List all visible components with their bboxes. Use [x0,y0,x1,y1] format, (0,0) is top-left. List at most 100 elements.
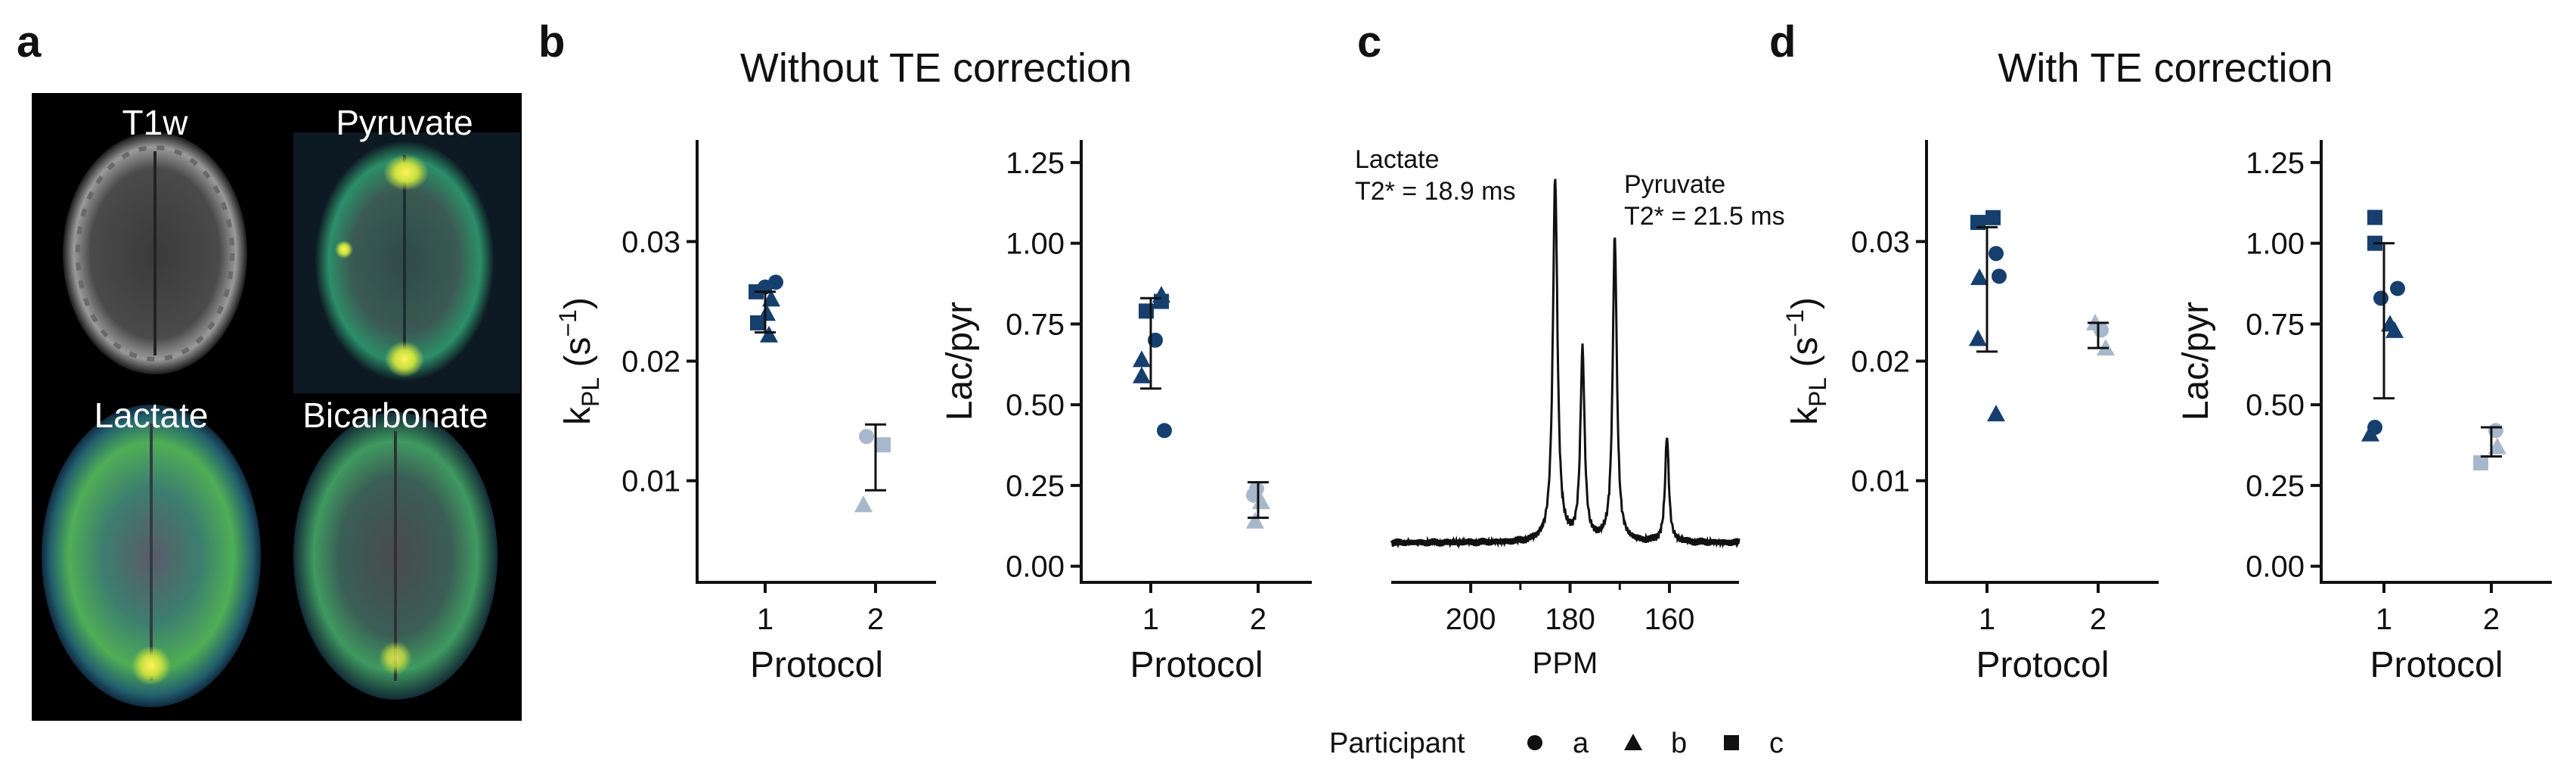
chart-b-lacpyr: 0.00 0.25 0.50 0.75 1.00 1.25 1 2 Protocol Lac/py… [940,140,1312,685]
y-tick-label: 0.50 [1006,389,1065,422]
y-tick-label: 0.03 [622,225,680,259]
error-bar [1976,225,1998,353]
data-point [1154,293,1169,309]
y-axis-label: kPL (s−1) [1781,297,1831,425]
x-tick-label: 1 [757,603,773,636]
data-point [1985,209,2001,225]
x-tick-label: 2 [867,603,884,636]
x-tick-label: 2 [2483,603,2500,636]
x-axis-label: Protocol [1130,645,1263,685]
image-title-t1w: T1w [122,103,189,142]
y-tick-label: 0.01 [622,465,680,498]
spectrum-line [1390,178,1741,550]
annotation-pyruvate: Pyruvate T2* = 21.5 ms [1624,170,1785,231]
y-tick-label: 0.50 [2246,389,2305,422]
y-tick-label: 0.02 [1851,346,1910,379]
y-tick-label: 0.03 [1851,225,1910,259]
panel-label-d: d [1769,17,1796,67]
data-point [2373,290,2388,306]
y-axis-label: Lac/pyr [940,302,980,421]
data-point [854,495,873,513]
legend-label: c [1769,728,1784,759]
data-point [1992,268,2007,284]
y-tick-label: 0.00 [1006,551,1065,584]
y-tick-label: 0.02 [622,346,680,379]
chart-c-spectrum: 200 180 160 PPM Lactate T2* = 18.9 ms Pyruvate… [1355,145,1785,680]
legend-marker-triangle [1624,734,1642,750]
data-point [1989,246,2004,262]
x-tick-label: 2 [2090,603,2106,636]
data-point [2367,209,2382,225]
panel-title-d: With TE correction [1998,45,2333,91]
y-tick-label: 0.25 [1006,470,1065,503]
participant-legend: Participant a b c [1329,728,1784,759]
x-tick-label: 1 [2376,603,2392,636]
x-tick-label: 200 [1446,603,1496,636]
x-axis-label: Protocol [2370,645,2503,685]
y-axis-label: kPL (s−1) [554,297,604,425]
data-point [2094,322,2109,338]
x-tick-label: 1 [1142,603,1159,636]
data-point [1987,405,2005,422]
x-tick-label: 180 [1545,603,1595,636]
data-point [768,275,783,290]
mri-image-t1w: T1w [63,103,247,374]
y-axis-label: Lac/pyr [2176,302,2216,421]
image-title-pyruvate: Pyruvate [336,103,473,142]
legend-marker-circle [1527,735,1542,750]
error-bar [865,423,886,492]
x-axis-label: Protocol [750,645,883,685]
error-bar [2481,426,2502,458]
legend-label: a [1573,728,1589,759]
data-point [758,304,776,321]
y-tick-label: 0.75 [1006,308,1065,341]
data-point [2385,321,2404,338]
data-point [2390,281,2405,296]
data-point [859,429,874,445]
y-tick-label: 1.00 [2246,228,2305,261]
data-point [1252,492,1270,510]
mri-image-bicarbonate: Bicarbonate [293,396,498,700]
error-bar [2088,321,2109,349]
chart-d-kpl: 0.01 0.02 0.03 1 2 Protocol kPL (s−1) [1781,140,2159,685]
data-point [1246,511,1264,529]
data-point [2473,455,2488,471]
error-bar [1140,296,1161,390]
error-bar [1248,481,1269,520]
data-point [1133,350,1151,368]
data-point [762,290,780,307]
chart-d-lacpyr: 0.00 0.25 0.50 0.75 1.00 1.25 1 2 Protocol Lac/py… [2176,140,2552,685]
mri-image-lactate: Lactate [42,396,261,707]
y-tick-label: 0.01 [1851,465,1910,498]
legend-label: b [1671,728,1687,759]
x-tick-label: 1 [1979,603,1995,636]
x-tick-label: 160 [1644,603,1695,636]
data-point [1970,268,1989,285]
legend-marker-square [1724,735,1739,750]
panel-label-c: c [1357,17,1381,67]
annotation-lactate: Lactate T2* = 18.9 ms [1355,145,1516,206]
panel-label-a: a [17,17,42,67]
data-point [876,437,891,453]
y-tick-label: 0.25 [2246,470,2305,503]
chart-b-kpl: 0.01 0.02 0.03 1 2 Protocol kPL (s−1) [554,140,936,685]
panel-title-b: Without TE correction [740,45,1132,91]
error-bar [2373,242,2395,400]
data-point [1133,366,1151,383]
legend-title: Participant [1329,728,1465,759]
image-title-bicarbonate: Bicarbonate [302,396,488,435]
image-title-lactate: Lactate [95,396,209,435]
y-tick-label: 1.25 [1006,147,1065,180]
data-point [2361,424,2379,442]
panel-label-b: b [538,17,565,67]
data-point [1249,481,1264,497]
data-point [1969,329,1987,346]
y-tick-label: 1.25 [2246,147,2305,180]
y-tick-label: 0.00 [2246,551,2305,584]
data-point [760,325,778,343]
x-axis-label: PPM [1533,647,1598,680]
error-bar [755,290,776,334]
x-axis-label: Protocol [1976,645,2109,685]
y-tick-label: 0.75 [2246,308,2305,341]
